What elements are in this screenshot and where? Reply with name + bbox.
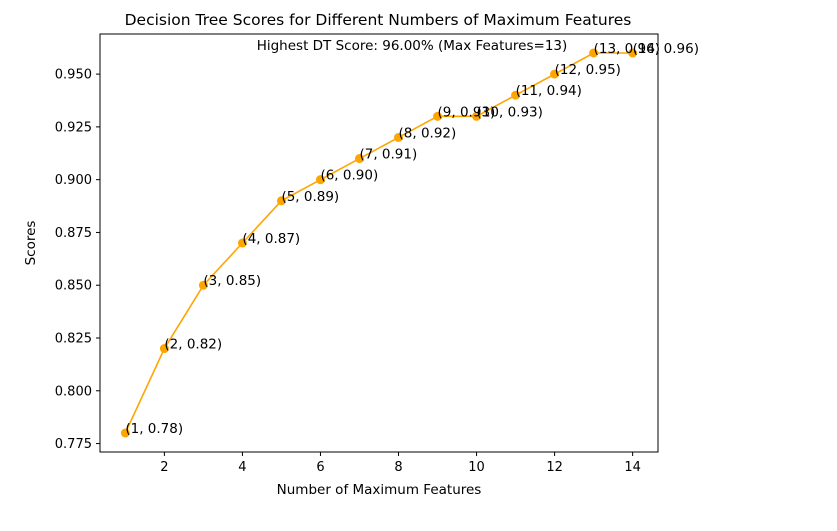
data-point <box>589 48 599 58</box>
plot-frame <box>99 33 659 453</box>
x-tick-label: 14 <box>624 460 641 475</box>
data-point <box>550 69 560 79</box>
point-label: (1, 0.78) <box>125 421 183 437</box>
data-point <box>394 132 404 142</box>
x-tick-label: 12 <box>546 460 563 475</box>
x-tick-label: 2 <box>160 460 168 475</box>
x-axis-label: Number of Maximum Features <box>277 482 482 498</box>
y-tick-label: 0.950 <box>55 68 92 83</box>
point-label: (2, 0.82) <box>164 337 222 353</box>
highest-score-annotation: Highest DT Score: 96.00% (Max Features=1… <box>257 38 568 54</box>
data-point <box>472 111 482 121</box>
y-tick-label: 0.825 <box>55 332 92 347</box>
y-tick-label: 0.800 <box>55 384 92 399</box>
y-tick-label: 0.775 <box>55 437 92 452</box>
point-label: (10, 0.93) <box>477 104 543 120</box>
data-point <box>315 175 325 185</box>
point-label: (4, 0.87) <box>242 231 300 247</box>
data-point <box>198 280 208 290</box>
point-label: (6, 0.90) <box>320 168 378 184</box>
point-label: (11, 0.94) <box>516 83 582 99</box>
chart-title: Decision Tree Scores for Different Numbe… <box>125 11 632 29</box>
data-point <box>237 238 247 248</box>
x-tick-label: 8 <box>394 460 402 475</box>
point-label: (7, 0.91) <box>359 147 417 163</box>
data-point <box>276 196 286 206</box>
point-label: (9, 0.93) <box>438 104 496 120</box>
point-label: (5, 0.89) <box>281 189 339 205</box>
point-label: (3, 0.85) <box>203 273 261 289</box>
x-tick-label: 4 <box>238 460 246 475</box>
point-label: (13, 0.96) <box>594 41 660 57</box>
data-point <box>354 154 364 164</box>
y-tick-label: 0.900 <box>55 173 92 188</box>
data-point <box>433 111 443 121</box>
x-tick-label: 6 <box>316 460 324 475</box>
y-tick-label: 0.875 <box>55 226 92 241</box>
series-line <box>124 52 633 434</box>
data-point <box>120 428 130 438</box>
point-label: (12, 0.95) <box>555 62 621 78</box>
point-label: (14, 0.96) <box>633 41 699 57</box>
y-tick-label: 0.850 <box>55 279 92 294</box>
data-point <box>159 344 169 354</box>
data-point <box>628 48 638 58</box>
y-axis-label: Scores <box>23 221 39 266</box>
data-point <box>511 90 521 100</box>
point-label: (8, 0.92) <box>399 125 457 141</box>
x-tick-label: 10 <box>468 460 485 475</box>
y-tick-label: 0.925 <box>55 120 92 135</box>
